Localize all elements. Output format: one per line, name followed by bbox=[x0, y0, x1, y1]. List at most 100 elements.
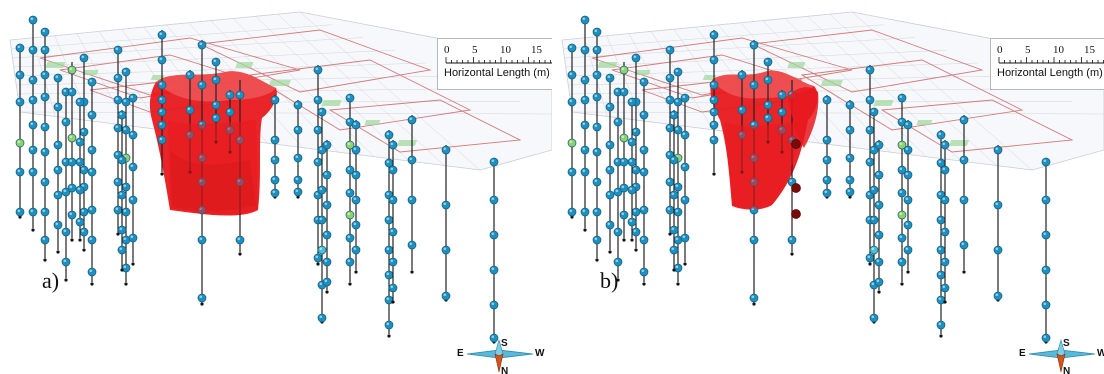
sampling-point-highlight bbox=[55, 142, 59, 146]
plan-patch bbox=[235, 62, 254, 68]
well-bottom-marker bbox=[900, 282, 904, 286]
sampling-point-highlight bbox=[159, 109, 163, 113]
sampling-point bbox=[489, 195, 499, 205]
well-bottom-marker bbox=[124, 282, 128, 286]
plume-front-face bbox=[168, 120, 258, 215]
sampling-point bbox=[293, 175, 303, 185]
scale-tick-15: 15 bbox=[531, 44, 542, 56]
sampling-point-highlight bbox=[55, 75, 59, 79]
sampling-point-highlight bbox=[159, 137, 163, 141]
monitoring-well bbox=[61, 87, 71, 282]
well-bottom-marker bbox=[200, 302, 204, 306]
sampling-point-highlight bbox=[199, 82, 203, 86]
monitoring-well bbox=[67, 62, 77, 242]
monitoring-well bbox=[709, 30, 719, 176]
monitoring-well bbox=[270, 95, 280, 199]
sampling-point-highlight bbox=[213, 77, 217, 81]
sampling-point-highlight bbox=[77, 219, 81, 223]
sampling-point bbox=[61, 117, 71, 127]
sampling-point-highlight bbox=[621, 135, 625, 139]
sampling-point bbox=[865, 95, 875, 105]
sampling-point-highlight bbox=[319, 315, 323, 319]
sampling-point-highlight bbox=[594, 72, 598, 76]
sampling-point-highlight bbox=[938, 247, 942, 251]
sampling-point-highlight bbox=[17, 209, 21, 213]
sampling-point bbox=[845, 153, 855, 163]
sampling-point-highlight bbox=[123, 237, 127, 241]
sampling-point-highlight bbox=[30, 77, 34, 81]
well-bottom-marker bbox=[939, 334, 943, 338]
sampling-point-highlight bbox=[633, 55, 637, 59]
sampling-point-highlight bbox=[386, 192, 390, 196]
well-bottom-marker bbox=[630, 238, 634, 242]
sampling-point bbox=[619, 87, 629, 97]
sampling-point bbox=[959, 195, 969, 205]
plan-grid-line bbox=[851, 11, 1033, 171]
building-outline bbox=[611, 54, 803, 99]
sampling-point-highlight bbox=[491, 302, 495, 306]
sampling-point bbox=[874, 200, 884, 210]
sampling-point-highlight bbox=[765, 59, 769, 63]
sampling-point bbox=[580, 15, 590, 25]
sampling-point bbox=[1041, 157, 1051, 167]
sampling-point-highlight bbox=[115, 97, 119, 101]
sampling-point-highlight bbox=[89, 237, 93, 241]
sampling-point bbox=[567, 70, 577, 80]
plan-grid-line bbox=[606, 35, 643, 122]
sampling-point-highlight bbox=[899, 142, 903, 146]
monitoring-well bbox=[40, 27, 50, 262]
sampling-point bbox=[15, 97, 25, 107]
sampling-point-highlight bbox=[272, 137, 276, 141]
sampling-point bbox=[580, 45, 590, 55]
sampling-point bbox=[113, 45, 123, 55]
sampling-point-highlight bbox=[69, 135, 73, 139]
sampling-point-highlight bbox=[667, 207, 671, 211]
sampling-point-highlight bbox=[867, 97, 871, 101]
sampling-point bbox=[959, 155, 969, 165]
sampling-point bbox=[619, 210, 629, 220]
sampling-point bbox=[313, 157, 323, 167]
sampling-point-highlight bbox=[69, 212, 73, 216]
monitoring-well bbox=[293, 100, 303, 199]
sampling-point bbox=[293, 125, 303, 135]
sampling-point-highlight bbox=[739, 72, 743, 76]
sampling-point bbox=[639, 110, 649, 120]
sampling-point-highlight bbox=[582, 169, 586, 173]
sampling-point bbox=[67, 210, 77, 220]
sampling-point-highlight bbox=[789, 237, 793, 241]
well-bottom-marker bbox=[790, 252, 794, 256]
sampling-point-highlight bbox=[633, 129, 637, 133]
sampling-point-highlight bbox=[491, 267, 495, 271]
sampling-point-highlight bbox=[871, 147, 875, 151]
sampling-point-highlight bbox=[765, 102, 769, 106]
sampling-point bbox=[822, 95, 832, 105]
sampling-point bbox=[157, 55, 167, 65]
monitoring-well bbox=[940, 140, 950, 304]
sampling-point-highlight bbox=[443, 293, 447, 297]
well-bottom-marker bbox=[634, 248, 638, 252]
sampling-point bbox=[113, 95, 123, 105]
scale-tick-0: 0 bbox=[444, 44, 450, 56]
building-outline bbox=[750, 29, 984, 93]
sampling-point bbox=[40, 122, 50, 132]
well-bottom-marker bbox=[131, 262, 135, 266]
sampling-point bbox=[673, 207, 683, 217]
sampling-point bbox=[53, 220, 63, 230]
sampling-point-highlight bbox=[159, 122, 163, 126]
sampling-point-highlight bbox=[621, 185, 625, 189]
sampling-point-highlight bbox=[115, 75, 119, 79]
plan-grid-line bbox=[571, 111, 1104, 115]
sampling-point bbox=[673, 97, 683, 107]
sampling-point bbox=[67, 157, 77, 167]
sampling-point bbox=[351, 245, 361, 255]
sampling-point-highlight bbox=[347, 167, 351, 171]
sampling-point bbox=[669, 245, 679, 255]
sampling-point-highlight bbox=[569, 99, 573, 103]
sampling-point bbox=[669, 190, 679, 200]
sampling-point-highlight bbox=[905, 122, 909, 126]
sampling-point bbox=[605, 73, 615, 83]
sampling-point-highlight bbox=[409, 197, 413, 201]
sampling-point bbox=[749, 293, 759, 303]
sampling-point-highlight bbox=[751, 82, 755, 86]
sampling-point bbox=[317, 107, 327, 117]
